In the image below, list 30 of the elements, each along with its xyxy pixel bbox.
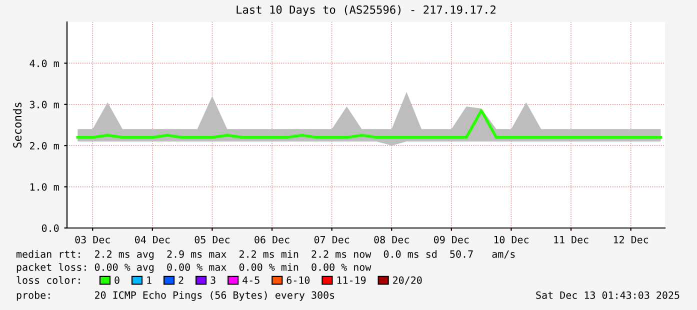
x-tick-label: 07 Dec bbox=[314, 236, 350, 244]
x-tick-label: 06 Dec bbox=[254, 236, 290, 244]
legend-label: 11-19 bbox=[337, 276, 366, 284]
text: median rtt: 2.2 ms avg 2.9 ms max 2.2 ms min 2.2 ms now 0.0 ms sd 50.7 am/s bbox=[16, 250, 515, 260]
y-axis-title: Seconds bbox=[12, 102, 22, 148]
text: packet loss: 0.00 % avg 0.00 % max 0.00 % min 0.00 % now bbox=[16, 263, 372, 273]
legend-label: 20/20 bbox=[393, 276, 422, 285]
x-tick-label: 10 Dec bbox=[494, 236, 528, 244]
y-tick-label: 4.0 m bbox=[30, 60, 59, 68]
legend-label: 4-5 bbox=[242, 276, 260, 284]
legend-label: 6-10 bbox=[286, 276, 310, 284]
x-tick-label: 08 Dec bbox=[374, 236, 409, 244]
x-tick-label: 12 Dec bbox=[614, 236, 648, 244]
y-tick-label: 3.0 m bbox=[30, 100, 59, 108]
x-tick-label: 04 Dec bbox=[135, 236, 170, 244]
legend-label: 3 bbox=[210, 276, 216, 284]
text: probe: 20 ICMP Echo Pings (56 Bytes) every 300s bbox=[16, 291, 334, 301]
x-tick-label: 11 Dec bbox=[554, 236, 588, 244]
y-tick-label: 1.0 m bbox=[30, 183, 59, 191]
chart-title: Last 10 Days to (AS25596) - 217.19.17.2 bbox=[236, 5, 496, 16]
legend-label: 2 bbox=[178, 276, 184, 284]
legend-label: 0 bbox=[114, 276, 120, 284]
legend-title: loss color: bbox=[16, 276, 80, 284]
y-tick-label: 0.0 bbox=[42, 224, 59, 232]
text: Sat Dec 13 01:43:03 2025 bbox=[536, 291, 680, 299]
x-tick-label: 03 Dec bbox=[75, 236, 110, 244]
x-tick-label: 09 Dec bbox=[434, 236, 469, 244]
legend-label: 1 bbox=[147, 276, 152, 284]
x-tick-label: 05 Dec bbox=[194, 236, 230, 244]
y-tick-label: 2.0 m bbox=[30, 142, 59, 150]
